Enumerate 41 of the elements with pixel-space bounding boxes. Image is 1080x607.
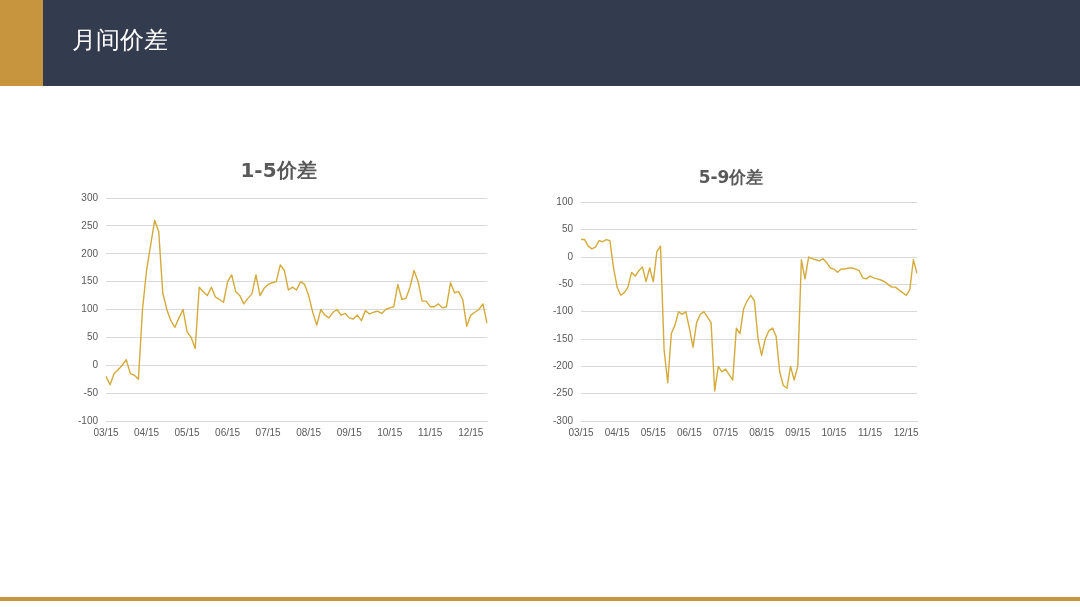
x-tick-label: 07/15 [713,426,739,438]
x-tick-label: 06/15 [676,426,703,438]
y-tick-label: -300 [553,414,574,426]
x-tick-label: 08/15 [296,426,322,438]
y-tick-label: -250 [553,387,574,399]
text: 月间价差 [72,25,168,56]
y-tick-label: -50 [83,386,99,398]
y-tick-label: 0 [567,250,574,262]
x-tick-label: 10/15 [821,426,847,438]
y-tick-label: 100 [81,303,99,315]
chart-title: 5-9价差 [698,166,764,187]
y-tick-label: 300 [81,191,99,203]
x-tick-label: 09/15 [785,426,811,438]
x-tick-label: 10/15 [377,426,403,438]
y-tick-label: -150 [553,332,574,344]
x-tick-label: 07/15 [255,426,282,438]
x-tick-label: 05/15 [174,426,201,438]
y-tick-label: 250 [81,219,99,231]
x-tick-label: 11/15 [857,426,883,438]
x-tick-label: 03/15 [93,426,119,438]
y-tick-label: -200 [553,360,574,372]
x-tick-label: 04/15 [134,426,160,438]
y-tick-label: 100 [556,196,574,208]
x-tick-label: 05/15 [640,426,667,438]
x-tick-label: 12/15 [893,426,920,438]
x-tick-label: 08/15 [749,426,775,438]
x-tick-label: 11/15 [418,426,443,438]
x-tick-label: 03/15 [568,426,594,438]
x-tick-label: 09/15 [336,426,363,438]
y-tick-label: 50 [561,223,574,235]
x-tick-label: 04/15 [604,426,631,438]
y-tick-label: 200 [81,247,99,259]
x-tick-label: 06/15 [215,426,241,438]
y-tick-label: -50 [558,278,574,290]
y-tick-label: 150 [81,275,99,287]
chart-title: 1-5价差 [240,158,317,183]
y-tick-label: -100 [78,414,99,426]
x-tick-label: 12/15 [458,426,484,438]
y-tick-label: 50 [86,331,99,343]
y-tick-label: 0 [92,359,99,370]
y-tick-label: -100 [553,305,574,317]
